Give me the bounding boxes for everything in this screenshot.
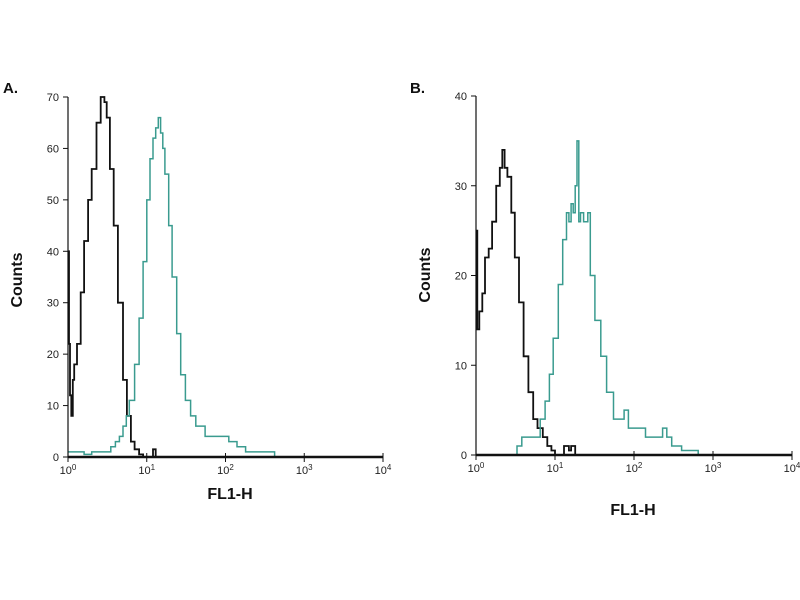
y-tick-label: 30 — [47, 298, 59, 310]
x-tick-exponent: 3 — [308, 463, 313, 472]
x-tick-base: 10 — [217, 465, 229, 477]
x-tick-exponent: 4 — [796, 461, 800, 470]
y-tick-label: 0 — [461, 450, 467, 462]
x-tick-label: 101 — [547, 461, 564, 475]
y-tick-label: 10 — [455, 360, 467, 372]
x-tick-base: 10 — [60, 465, 72, 477]
y-tick-label: 20 — [47, 349, 59, 361]
x-tick-base: 10 — [138, 465, 150, 477]
x-tick-base: 10 — [375, 465, 387, 477]
x-tick-label: 104 — [375, 463, 392, 477]
x-tick-exponent: 0 — [480, 461, 485, 470]
x-tick-base: 10 — [547, 463, 559, 475]
y-tick-label: 60 — [47, 143, 59, 155]
x-tick-label: 103 — [296, 463, 313, 477]
x-tick-exponent: 2 — [229, 463, 234, 472]
stained-histogram-line — [476, 140, 792, 456]
control-histogram-line — [68, 96, 383, 458]
y-axis-title: Counts — [417, 247, 434, 302]
y-tick-label: 50 — [47, 195, 59, 207]
x-tick-label: 104 — [784, 461, 800, 475]
x-tick-base: 10 — [468, 463, 480, 475]
x-tick-exponent: 3 — [717, 461, 722, 470]
x-tick-label: 100 — [60, 463, 77, 477]
x-tick-exponent: 2 — [638, 461, 643, 470]
x-axis-title: FL1-H — [610, 502, 655, 519]
y-axis-title: Counts — [9, 252, 26, 307]
y-tick-label: 20 — [455, 271, 467, 283]
x-tick-exponent: 4 — [387, 463, 392, 472]
x-tick-base: 10 — [626, 463, 638, 475]
stained-histogram-line — [68, 116, 383, 458]
x-tick-base: 10 — [784, 463, 796, 475]
x-tick-label: 101 — [138, 463, 155, 477]
x-tick-label: 102 — [217, 463, 234, 477]
x-tick-base: 10 — [705, 463, 717, 475]
x-tick-label: 100 — [468, 461, 485, 475]
y-tick-label: 10 — [47, 401, 59, 413]
y-tick-label: 40 — [47, 246, 59, 258]
x-tick-exponent: 1 — [151, 463, 156, 472]
x-tick-exponent: 0 — [72, 463, 77, 472]
y-tick-label: 40 — [455, 91, 467, 103]
panel-label: B. — [410, 80, 425, 97]
x-tick-base: 10 — [296, 465, 308, 477]
panel-label: A. — [3, 80, 18, 97]
x-tick-exponent: 1 — [559, 461, 564, 470]
y-tick-label: 30 — [455, 181, 467, 193]
x-tick-label: 103 — [705, 461, 722, 475]
y-tick-label: 0 — [53, 452, 59, 464]
x-axis-title: FL1-H — [207, 486, 252, 503]
y-tick-label: 70 — [47, 92, 59, 104]
x-tick-label: 102 — [626, 461, 643, 475]
control-histogram-line — [476, 149, 792, 456]
